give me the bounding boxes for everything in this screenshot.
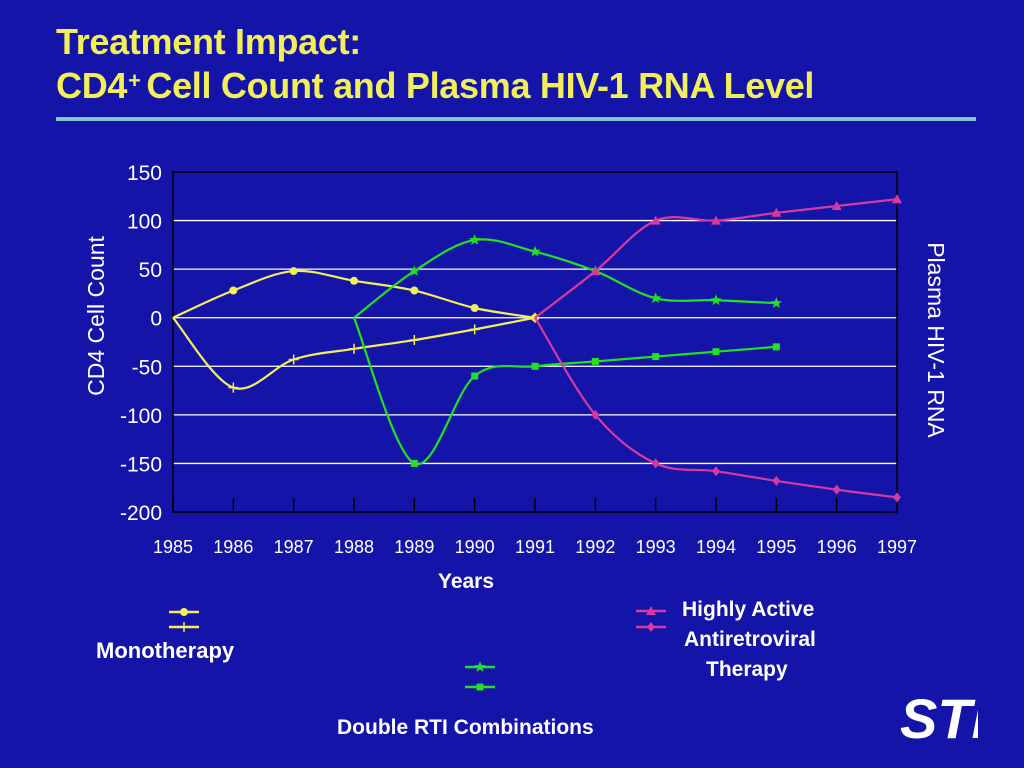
- y-tick-label: -50: [132, 356, 162, 379]
- data-point: [469, 234, 481, 245]
- x-tick-label: 1993: [636, 537, 676, 557]
- data-point: [288, 354, 299, 365]
- data-point: [349, 343, 359, 354]
- x-tick-label: 1992: [575, 537, 615, 557]
- data-point: [471, 372, 479, 380]
- data-point: [591, 409, 600, 420]
- legend-swatch-marker: [646, 606, 656, 615]
- data-point: [650, 215, 661, 225]
- title-divider: [56, 117, 976, 121]
- data-point: [470, 304, 479, 312]
- data-point: [772, 475, 781, 486]
- x-tick-label: 1991: [515, 537, 555, 557]
- chart-legend: [169, 606, 666, 691]
- data-point: [770, 297, 782, 308]
- legend-swatch-marker: [476, 683, 484, 691]
- y-tick-label: -150: [120, 453, 162, 476]
- chart-series: [172, 194, 902, 503]
- legend-swatch-marker: [474, 661, 486, 672]
- data-point: [831, 201, 842, 210]
- x-tick-label: 1989: [394, 537, 434, 557]
- data-point: [529, 245, 541, 257]
- data-point: [832, 484, 841, 495]
- legend-haart-line1: Highly Active: [682, 598, 815, 621]
- x-tick-label: 1988: [334, 537, 374, 557]
- chart-labels: 150 100 50 0 -50 -100 -150 -200 1985 1986 1987 1988…: [83, 162, 949, 593]
- legend-haart-line2: Antiretroviral: [684, 628, 816, 651]
- x-tick-label: 1990: [455, 537, 495, 557]
- data-point: [229, 286, 238, 295]
- data-point: [469, 324, 480, 335]
- data-point: [591, 357, 599, 365]
- y-tick-label: -100: [120, 405, 162, 428]
- data-point: [350, 276, 358, 285]
- y-axis-label-left: CD4 Cell Count: [83, 236, 109, 396]
- logo-text: STI: [900, 687, 978, 744]
- data-point: [590, 266, 601, 276]
- x-tick-label: 1995: [756, 537, 796, 557]
- x-axis-label: Years: [438, 570, 494, 593]
- sti-logo: STI: [900, 687, 978, 744]
- data-point: [711, 215, 721, 225]
- data-point: [408, 265, 420, 276]
- data-point: [710, 294, 722, 306]
- data-point: [289, 267, 298, 276]
- title-superscript: +: [128, 68, 141, 93]
- legend-monotherapy-label: Monotherapy: [96, 638, 235, 663]
- title-line2: CD4+ Cell Count and Plasma HIV-1 RNA Lev…: [56, 64, 814, 113]
- series-line: [353, 238, 777, 319]
- y-tick-label: 100: [127, 211, 162, 234]
- data-point: [228, 382, 239, 393]
- data-point: [771, 207, 782, 217]
- title-line2-post: Cell Count and Plasma HIV-1 RNA Level: [136, 65, 815, 106]
- y-tick-label: 0: [150, 308, 162, 331]
- plot-frame: [172, 171, 898, 513]
- data-point: [651, 458, 660, 469]
- x-tick-label: 1994: [696, 537, 736, 557]
- y-tick-label: 50: [139, 259, 162, 282]
- y-tick-label: 150: [127, 162, 162, 185]
- x-tick-label: 1997: [877, 537, 917, 557]
- x-tick-label: 1996: [817, 537, 857, 557]
- title-line1: Treatment Impact:: [56, 21, 361, 62]
- y-tick-label: -200: [120, 502, 162, 525]
- data-point: [410, 459, 418, 467]
- data-point: [409, 335, 420, 346]
- legend-swatch-marker: [180, 608, 188, 616]
- legend-haart-line3: Therapy: [706, 658, 788, 681]
- legend-double-rti-label: Double RTI Combinations: [337, 716, 594, 739]
- data-point: [772, 343, 780, 351]
- title-line2-pre: CD4: [56, 65, 128, 106]
- data-point: [892, 194, 902, 204]
- x-tick-label: 1986: [213, 537, 253, 557]
- data-point: [650, 292, 662, 304]
- data-point: [531, 362, 539, 370]
- data-point: [712, 348, 720, 356]
- data-point: [652, 353, 660, 361]
- data-point: [712, 466, 720, 477]
- legend-swatch-marker: [647, 622, 655, 632]
- chart-axes: [172, 171, 898, 513]
- slide-title: Treatment Impact: CD4+ Cell Count and Pl…: [56, 20, 814, 113]
- data-point: [893, 492, 901, 503]
- legend-swatch-marker: [179, 622, 189, 632]
- chart-grid: [173, 219, 897, 465]
- y-axis-label-right: Plasma HIV-1 RNA: [923, 242, 949, 438]
- x-tick-label: 1987: [274, 537, 314, 557]
- legend-haart-label: Highly Active Antiretroviral Therapy: [682, 595, 816, 685]
- x-tick-label: 1985: [153, 537, 193, 557]
- data-point: [410, 286, 419, 295]
